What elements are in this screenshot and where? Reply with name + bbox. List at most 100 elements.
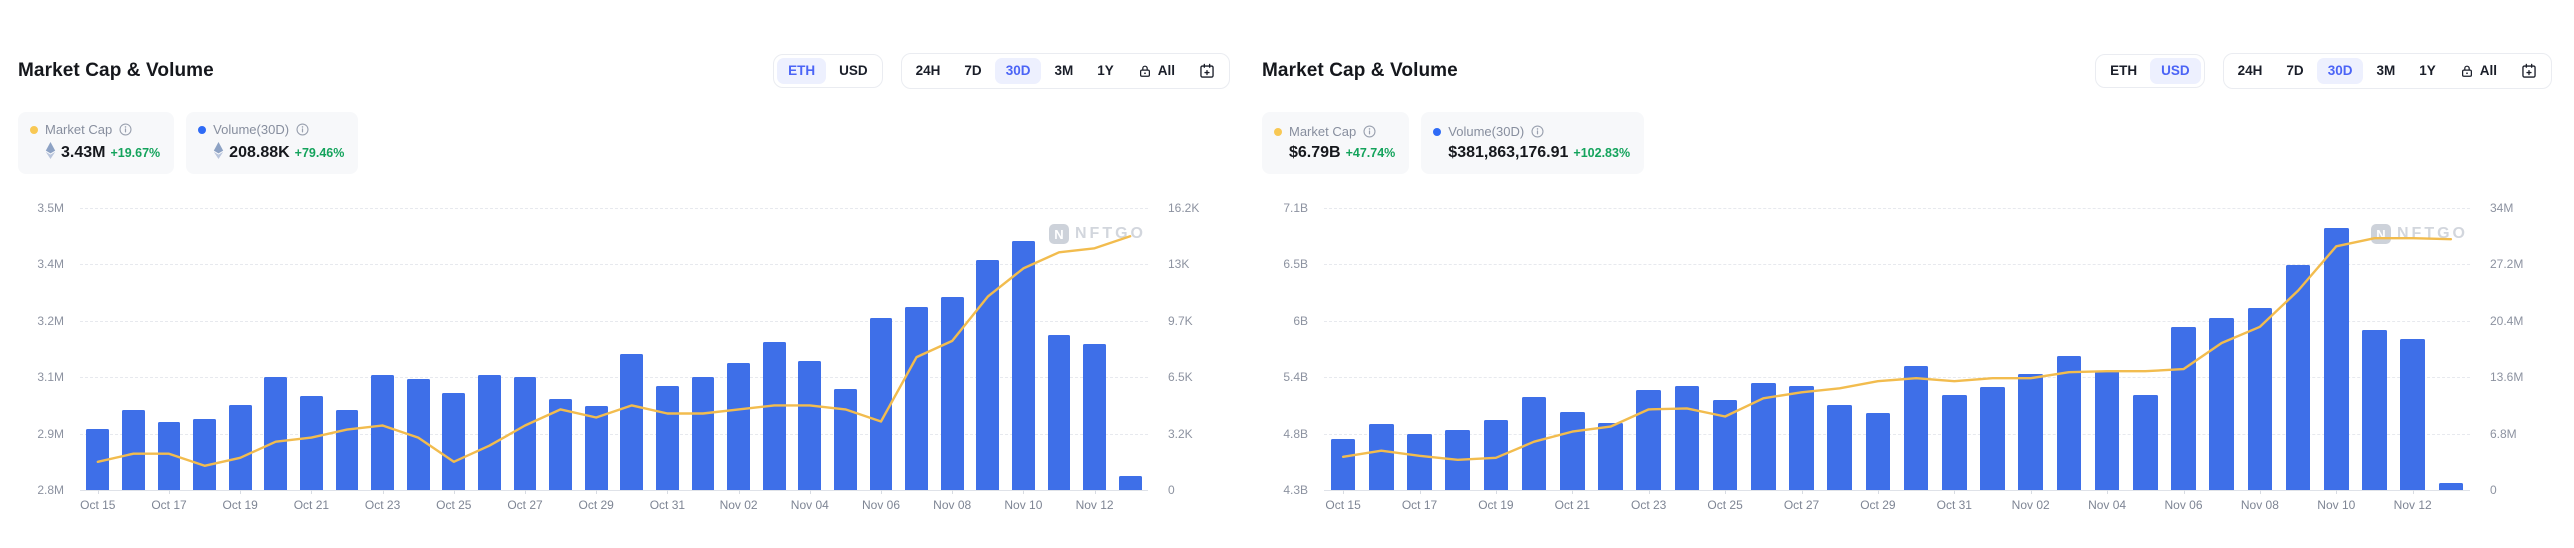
volume-bar[interactable] <box>727 362 750 490</box>
volume-bar[interactable] <box>2438 482 2464 490</box>
y-right-tick: 3.2K <box>1168 426 1193 441</box>
volume-bar[interactable] <box>1012 241 1035 490</box>
volume-bar[interactable] <box>1865 412 1891 490</box>
y-left-tick: 7.1B <box>1283 201 1308 215</box>
eth-icon <box>45 142 56 159</box>
y-axis-right: 34M 27.2M 20.4M 13.6M 6.8M 0 <box>2478 201 2552 497</box>
info-icon[interactable] <box>1531 125 1544 138</box>
volume-bar[interactable] <box>2400 339 2425 490</box>
volume-bar[interactable] <box>691 376 715 490</box>
legend-value: $381,863,176.91 <box>1448 144 1569 161</box>
volume-bar[interactable] <box>1047 335 1071 490</box>
legend-change: +79.46% <box>294 146 345 160</box>
volume-bar[interactable] <box>2018 373 2043 490</box>
volume-bar[interactable] <box>478 375 501 490</box>
volume-bar[interactable] <box>1636 390 1661 490</box>
date-picker-button[interactable] <box>2510 57 2548 85</box>
gridline <box>1324 320 2470 322</box>
x-tick-label: Nov 10 <box>1004 498 1043 512</box>
volume-bar[interactable] <box>762 342 786 490</box>
volume-bar[interactable] <box>2056 356 2082 490</box>
volume-bar[interactable] <box>798 361 822 490</box>
gridline <box>1324 433 2470 435</box>
x-tick-mark <box>1094 490 1096 494</box>
range-option-24h[interactable]: 24H <box>905 58 952 84</box>
volume-bar[interactable] <box>442 392 466 490</box>
volume-bar[interactable] <box>300 396 323 490</box>
volume-bar[interactable] <box>1521 397 1547 490</box>
range-option-7d[interactable]: 7D <box>953 58 992 84</box>
volume-bar[interactable] <box>406 378 430 490</box>
volume-bar[interactable] <box>1942 395 1967 490</box>
volume-bar[interactable] <box>1903 366 1929 490</box>
range-option-24h[interactable]: 24H <box>2227 58 2274 84</box>
volume-bar[interactable] <box>2171 327 2196 490</box>
volume-bar[interactable] <box>2324 227 2349 490</box>
currency-option-usd[interactable]: USD <box>2150 58 2201 84</box>
volume-bar[interactable] <box>371 375 394 490</box>
range-option-30d[interactable]: 30D <box>994 58 1042 84</box>
volume-bar[interactable] <box>834 389 857 490</box>
volume-bar[interactable] <box>584 406 608 490</box>
volume-bar[interactable] <box>2094 371 2120 490</box>
volume-bar[interactable] <box>193 418 216 490</box>
volume-bar[interactable] <box>157 422 181 490</box>
range-option-all[interactable]: All <box>1127 58 1186 84</box>
volume-bar[interactable] <box>2362 329 2387 490</box>
info-icon[interactable] <box>1363 125 1376 138</box>
volume-bar[interactable] <box>1369 423 1394 490</box>
volume-bar[interactable] <box>1330 439 1356 490</box>
volume-bar[interactable] <box>86 429 110 490</box>
range-option-3m[interactable]: 3M <box>1043 58 1084 84</box>
range-option-1y[interactable]: 1Y <box>2408 58 2447 84</box>
volume-bar[interactable] <box>2247 308 2273 490</box>
info-icon[interactable] <box>296 123 309 136</box>
volume-bar[interactable] <box>2209 318 2234 490</box>
volume-bar[interactable] <box>1560 412 1585 490</box>
info-icon[interactable] <box>119 123 132 136</box>
x-tick-mark <box>1801 490 1803 494</box>
volume-bar[interactable] <box>620 354 644 490</box>
x-tick-mark <box>881 490 882 494</box>
market-cap-line <box>1324 208 2470 490</box>
legend-dot-icon <box>1274 127 1282 136</box>
volume-bar[interactable] <box>1118 476 1142 490</box>
volume-bar[interactable] <box>940 296 964 490</box>
x-tick-label: Nov 12 <box>2393 498 2432 512</box>
date-picker-button[interactable] <box>1188 57 1226 85</box>
range-option-all[interactable]: All <box>2449 58 2508 84</box>
volume-bar[interactable] <box>905 307 928 490</box>
x-tick-label: Nov 02 <box>719 498 758 512</box>
currency-option-usd[interactable]: USD <box>828 58 879 84</box>
currency-option-eth[interactable]: ETH <box>777 58 827 84</box>
x-tick-label: Oct 25 <box>436 498 472 512</box>
timerange-toggle: 24H 7D 30D 3M 1Y All <box>900 53 1230 89</box>
x-tick-mark <box>2107 490 2109 494</box>
range-option-30d[interactable]: 30D <box>2316 58 2364 84</box>
currency-option-eth[interactable]: ETH <box>2099 58 2148 84</box>
gridline <box>80 377 1148 379</box>
volume-bar[interactable] <box>122 409 145 490</box>
volume-bar[interactable] <box>513 376 537 490</box>
range-option-1y[interactable]: 1Y <box>1086 58 1125 84</box>
volume-bar[interactable] <box>2285 265 2311 490</box>
volume-bar[interactable] <box>1827 405 1852 490</box>
legend-card-volume: Volume(30D) 208.88K +79.46% <box>186 112 359 174</box>
volume-bar[interactable] <box>1980 387 2005 490</box>
volume-bar[interactable] <box>869 317 893 490</box>
range-option-3m[interactable]: 3M <box>2365 58 2406 84</box>
volume-bar[interactable] <box>228 404 252 490</box>
legend-value-row: 208.88K +79.46% <box>213 142 344 164</box>
volume-bar[interactable] <box>1598 422 1623 490</box>
range-option-7d[interactable]: 7D <box>2275 58 2314 84</box>
volume-bar[interactable] <box>1083 343 1106 490</box>
volume-bar[interactable] <box>2133 394 2158 490</box>
volume-bar[interactable] <box>549 399 572 490</box>
volume-bar[interactable] <box>264 376 288 490</box>
x-tick-label: Nov 10 <box>2317 498 2356 512</box>
volume-bar[interactable] <box>976 260 1000 490</box>
volume-bar[interactable] <box>1789 385 1814 490</box>
legend-value-row: 3.43M +19.67% <box>45 142 160 164</box>
volume-bar[interactable] <box>1407 433 1432 490</box>
volume-bar[interactable] <box>1674 386 1700 490</box>
